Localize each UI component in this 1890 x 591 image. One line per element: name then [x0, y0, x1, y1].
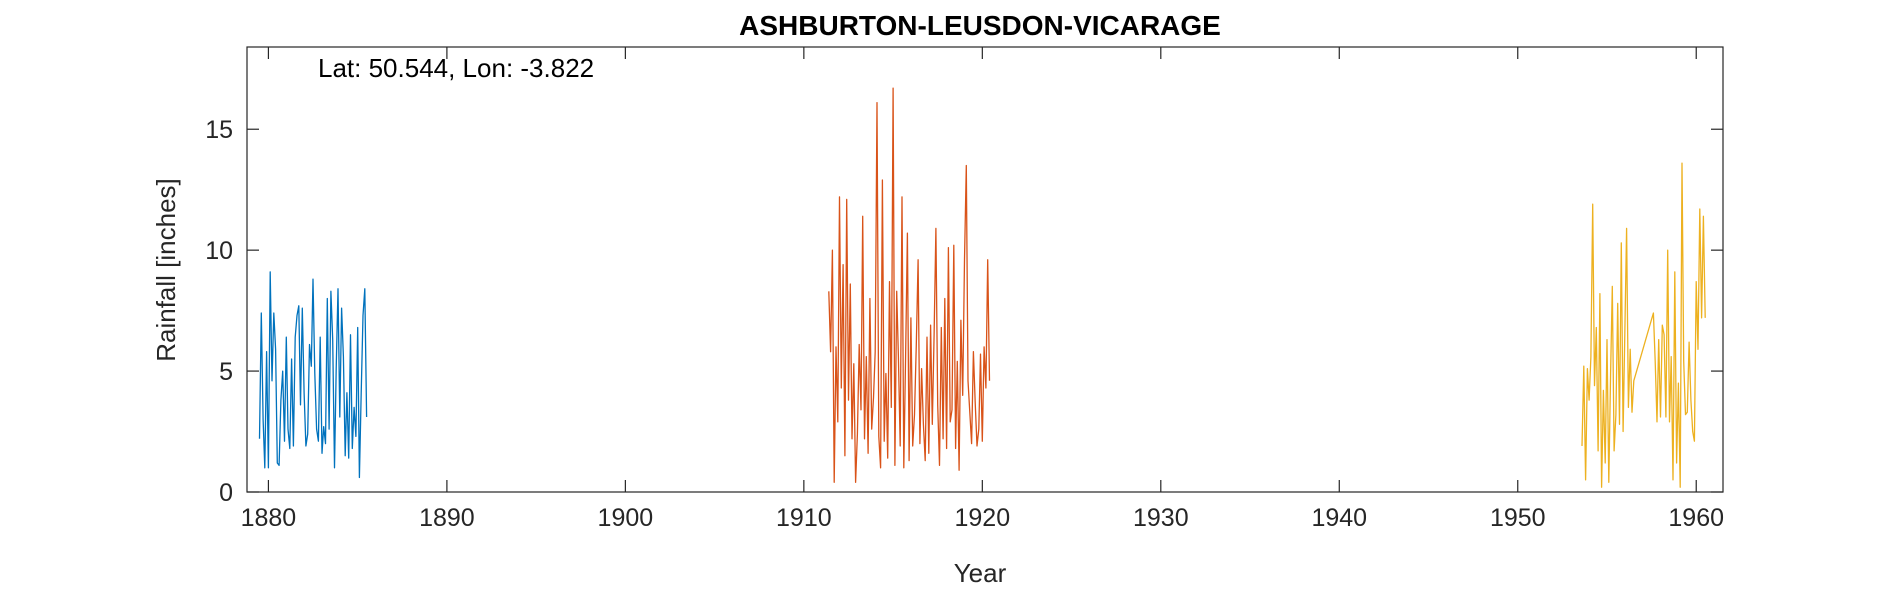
plot-lines [258, 87, 1706, 488]
series-line-2 [828, 87, 991, 483]
x-tick-label: 1960 [1668, 504, 1724, 532]
y-tick-label: 10 [205, 237, 233, 265]
x-axis: 1880 1890 1900 1910 1920 1930 1940 1950 1960 [241, 47, 1724, 532]
chart-title: ASHBURTON-LEUSDON-VICARAGE [739, 10, 1221, 41]
location-annotation: Lat: 50.544, Lon: -3.822 [318, 53, 594, 83]
series-line-3 [1581, 162, 1706, 488]
plot-box [246, 46, 1724, 493]
x-tick-label: 1900 [598, 504, 654, 532]
series-line-1 [258, 271, 368, 479]
x-tick-label: 1890 [419, 504, 475, 532]
x-tick-label: 1910 [776, 504, 832, 532]
y-tick-label: 5 [219, 358, 233, 386]
x-tick-label: 1880 [241, 504, 297, 532]
x-tick-label: 1930 [1133, 504, 1189, 532]
y-axis-label: Rainfall [inches] [151, 178, 181, 362]
x-axis-label: Year [954, 558, 1007, 588]
x-tick-label: 1950 [1490, 504, 1546, 532]
y-tick-label: 15 [205, 116, 233, 144]
x-tick-label: 1920 [955, 504, 1011, 532]
y-axis: 0 5 10 15 [205, 116, 1723, 507]
x-tick-label: 1940 [1311, 504, 1367, 532]
y-tick-label: 0 [219, 479, 233, 507]
